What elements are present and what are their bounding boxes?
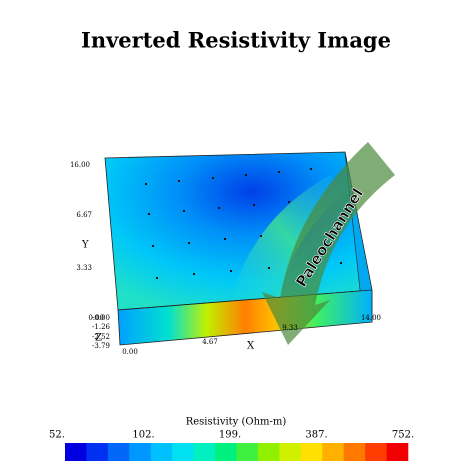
colorbar-label: 199. — [219, 430, 241, 441]
y-tick-label: 6.67 — [76, 211, 92, 219]
x-tick-label: 0.00 — [122, 348, 138, 356]
colorbar-swatch — [129, 443, 152, 461]
z-tick-label: -3.79 — [92, 342, 110, 350]
colorbar-swatch — [279, 443, 302, 461]
colorbar-swatch — [300, 443, 323, 461]
colorbar-swatch — [257, 443, 280, 461]
colorbar-label: 102. — [132, 430, 154, 441]
z-tick-label: -1.26 — [92, 323, 110, 331]
x-tick-label: 14.00 — [361, 314, 381, 322]
colorbar-swatch — [322, 443, 344, 461]
colorbar-label: 387. — [305, 430, 327, 441]
colorbar-label: 52. — [49, 430, 65, 441]
z-tick-label: -0.00 — [92, 314, 110, 322]
colorbar-swatch — [365, 443, 387, 461]
y-tick-label: 0.00 — [88, 314, 104, 322]
x-tick-label: 9.33 — [282, 324, 298, 332]
x-tick-label: 4.67 — [202, 338, 218, 346]
paleochannel-arrow — [262, 142, 395, 345]
y-tick-label: 3.33 — [76, 264, 92, 272]
y-tick-label: 16.00 — [70, 161, 90, 169]
colorbar-swatch — [65, 443, 87, 461]
colorbar-swatch — [386, 443, 409, 461]
colorbar-swatch — [193, 443, 216, 461]
x-axis-label: X — [247, 341, 255, 352]
y-axis-label: Y — [81, 240, 89, 251]
colorbar-swatch — [215, 443, 237, 461]
colorbar-label: 752. — [392, 430, 414, 441]
colorbar-swatch — [150, 443, 173, 461]
colorbar-swatch — [343, 443, 366, 461]
title: Inverted Resistivity Image — [81, 28, 391, 53]
z-tick-label: -2.52 — [92, 333, 110, 341]
colorbar-swatch — [86, 443, 109, 461]
z-axis-label: Z — [95, 333, 102, 344]
colorbar-swatch — [236, 443, 259, 461]
colorbar-title: Resistivity (Ohm-m) — [186, 417, 287, 428]
colorbar-swatch — [107, 443, 130, 461]
colorbar-swatch — [172, 443, 194, 461]
